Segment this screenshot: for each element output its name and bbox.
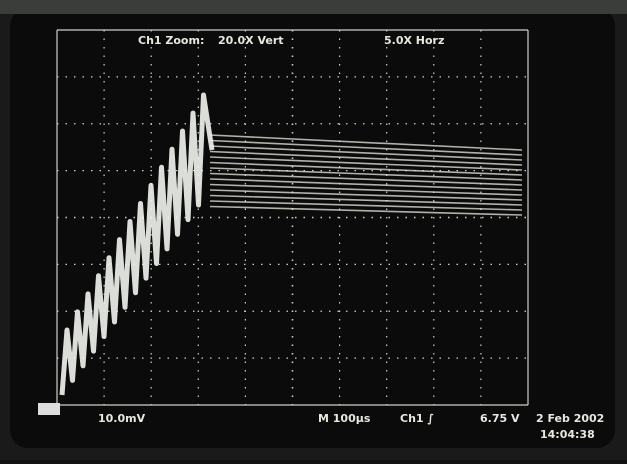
top-strip [0, 0, 627, 14]
trigger-source: Ch1 ∫ [400, 412, 434, 425]
screen [10, 8, 615, 448]
date: 2 Feb 2002 [536, 412, 604, 425]
page: Ch1 Zoom: 20.0X Vert 5.0X Horz 10.0mV M … [0, 0, 627, 460]
time: 14:04:38 [540, 428, 595, 441]
oscilloscope-photo: Ch1 Zoom: 20.0X Vert 5.0X Horz 10.0mV M … [0, 0, 627, 460]
channel-marker [38, 403, 60, 415]
timebase: M 100µs [318, 412, 371, 425]
vert-zoom: 20.0X Vert [218, 34, 284, 47]
trigger-level: 6.75 V [480, 412, 520, 425]
zoom-label: Ch1 Zoom: [138, 34, 204, 47]
horz-zoom: 5.0X Horz [384, 34, 444, 47]
channel-scale: 10.0mV [98, 412, 146, 425]
